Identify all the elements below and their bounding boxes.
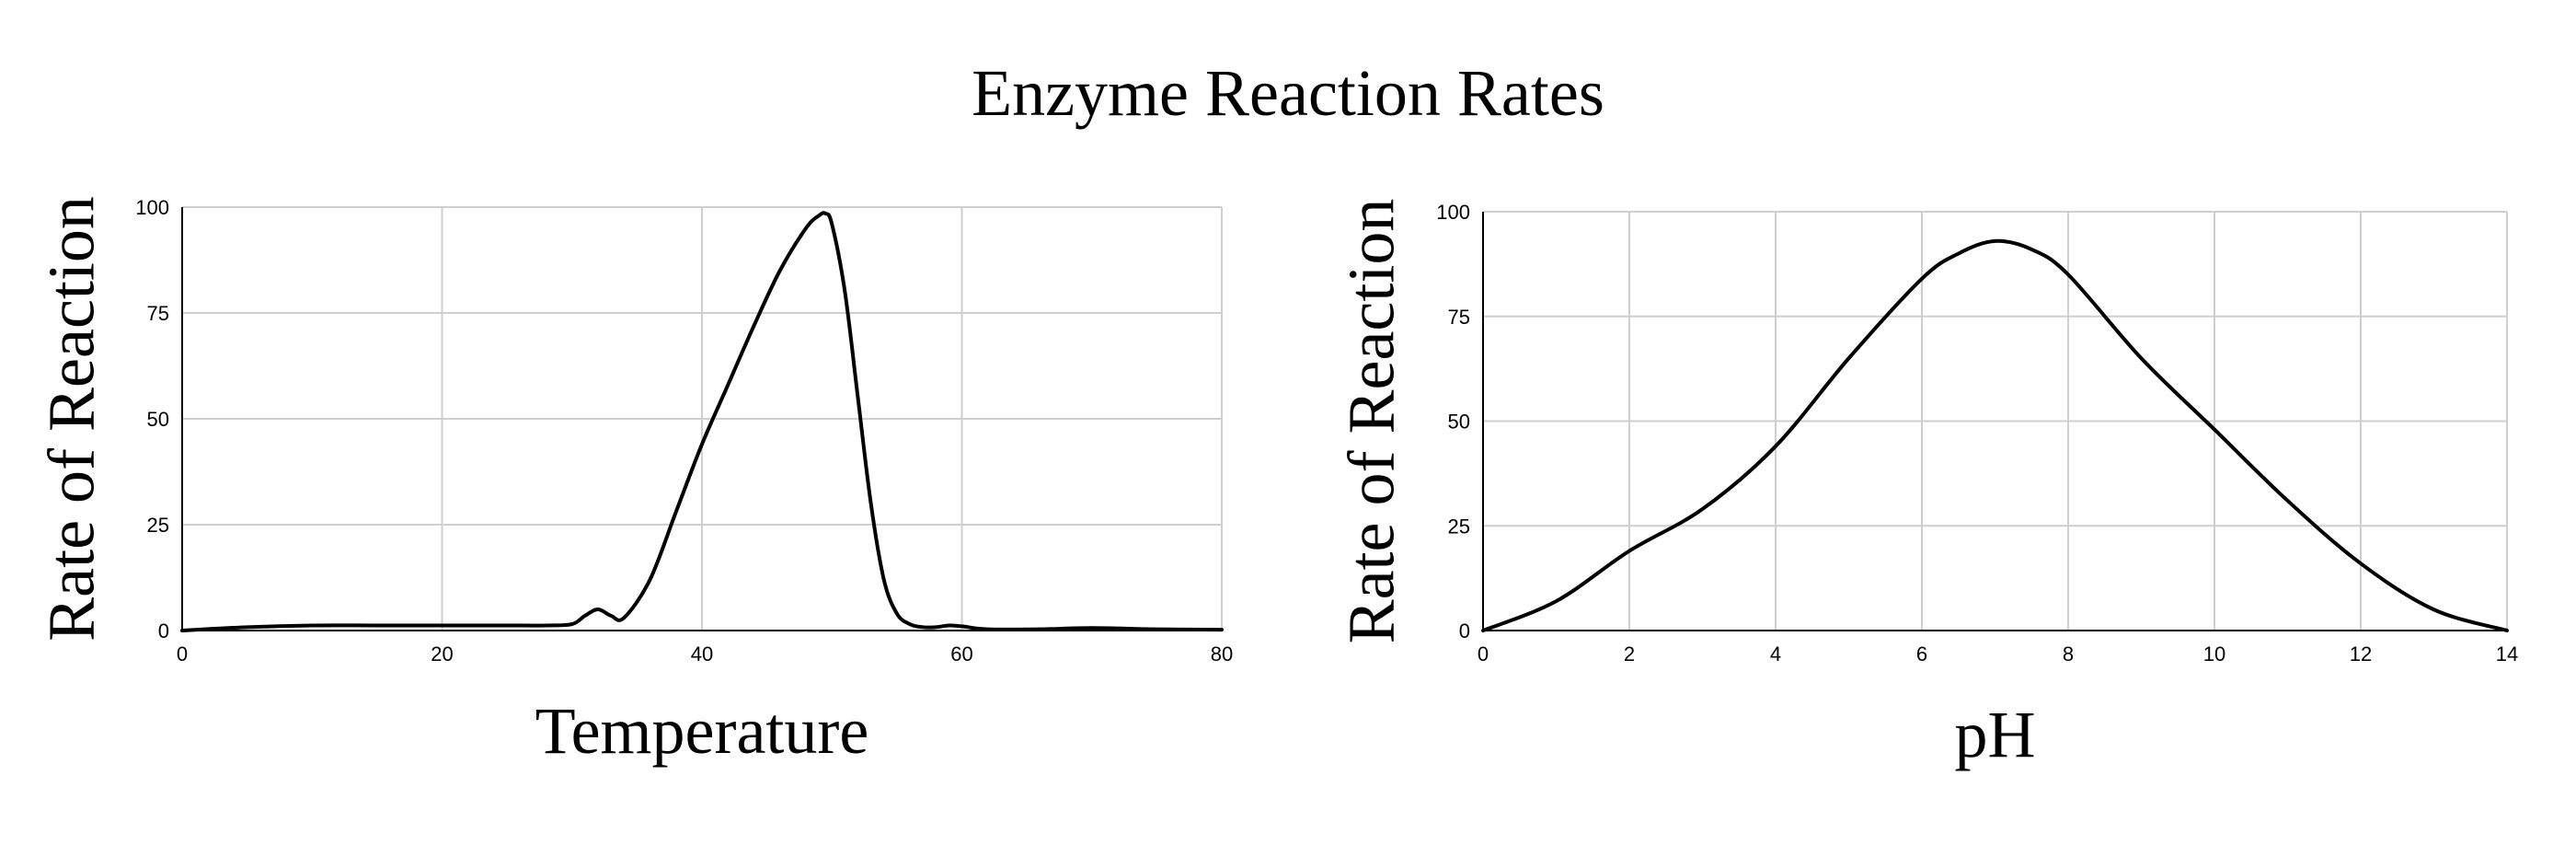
ph-chart: 0 25 50 75 100 0 2 4 6 8 10 12 14 pH Rate of Reaction [1335,199,2519,771]
temperature-y-tick-label: 0 [158,619,169,642]
ph-y-tick-label: 25 [1448,515,1470,538]
ph-x-tick-label: 4 [1770,642,1781,666]
ph-y-tick-label: 75 [1448,306,1470,329]
temperature-chart: 0 25 50 75 100 0 20 40 60 80 Temperature Rate of Re… [35,196,1234,768]
temperature-x-tick-label: 0 [177,642,188,666]
ph-x-tick-label: 10 [2203,642,2225,666]
ph-x-tick-label: 12 [2350,642,2372,666]
ph-y-tick-label: 100 [1436,201,1470,224]
temperature-y-tick-label: 25 [147,514,169,537]
temperature-y-tick-label: 75 [147,302,169,325]
ph-x-tick-label: 14 [2496,642,2518,666]
temperature-x-axis-title: Temperature [535,694,869,768]
temperature-x-tick-label: 40 [691,642,713,666]
temperature-y-axis-title: Rate of Reaction [35,196,109,642]
temperature-x-tick-label: 20 [431,642,453,666]
ph-x-axis-title: pH [1955,698,2036,771]
temperature-y-tick-label: 100 [135,196,169,219]
figure-title: Enzyme Reaction Rates [972,56,1604,130]
ph-x-tick-label: 8 [2063,642,2074,666]
ph-y-tick-label: 50 [1448,411,1470,434]
ph-x-tick-label: 6 [1916,642,1927,666]
ph-x-tick-label: 2 [1624,642,1635,666]
temperature-x-tick-label: 60 [950,642,972,666]
ph-y-tick-label: 0 [1459,619,1470,642]
temperature-series-line [180,211,1224,632]
ph-series-line [1481,238,2509,632]
ph-y-axis-title: Rate of Reaction [1335,199,1409,644]
ph-x-tick-label: 0 [1478,642,1489,666]
temperature-y-tick-label: 50 [147,408,169,431]
temperature-x-tick-label: 80 [1211,642,1233,666]
